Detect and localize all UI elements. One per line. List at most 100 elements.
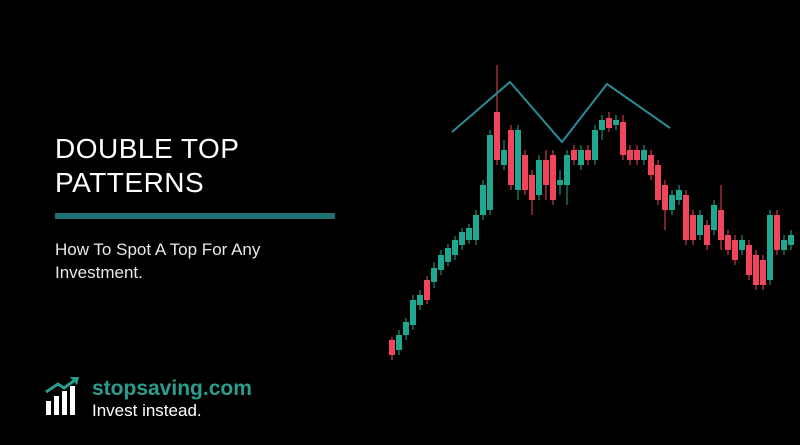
candle-body bbox=[739, 240, 745, 250]
candle-body bbox=[669, 195, 675, 210]
title: DOUBLE TOP PATTERNS bbox=[55, 132, 239, 200]
candle-body bbox=[613, 120, 619, 125]
candle-body bbox=[627, 150, 633, 160]
candle bbox=[578, 145, 584, 170]
candle-body bbox=[445, 248, 451, 262]
candle bbox=[459, 228, 465, 250]
candle-body bbox=[592, 130, 598, 160]
candle-body bbox=[536, 160, 542, 195]
candle bbox=[585, 145, 591, 165]
candle-body bbox=[452, 240, 458, 255]
candle-body bbox=[557, 180, 563, 185]
candle bbox=[641, 145, 647, 165]
candle-body bbox=[760, 260, 766, 285]
candle-body bbox=[431, 268, 437, 282]
candle bbox=[767, 210, 773, 285]
candle bbox=[620, 115, 626, 160]
candle-body bbox=[690, 215, 696, 240]
candle-body bbox=[774, 215, 780, 250]
double-top-outline bbox=[451, 80, 671, 144]
candle bbox=[606, 112, 612, 132]
title-line: PATTERNS bbox=[55, 167, 205, 198]
candle bbox=[501, 140, 507, 170]
candle-body bbox=[410, 300, 416, 325]
candle-body bbox=[466, 228, 472, 240]
candle bbox=[431, 262, 437, 288]
candle-body bbox=[718, 210, 724, 240]
candle-body bbox=[788, 235, 794, 245]
candle bbox=[424, 276, 430, 304]
candle bbox=[522, 150, 528, 195]
candle-body bbox=[599, 120, 605, 130]
candle bbox=[452, 236, 458, 260]
candle-body bbox=[564, 155, 570, 185]
candle bbox=[417, 290, 423, 310]
candle bbox=[655, 160, 661, 205]
candle bbox=[718, 185, 724, 250]
candle-body bbox=[417, 295, 423, 305]
candle bbox=[599, 115, 605, 140]
candle-body bbox=[676, 190, 682, 200]
candle-body bbox=[641, 150, 647, 160]
candle bbox=[410, 295, 416, 330]
candle bbox=[627, 145, 633, 165]
candle-body bbox=[389, 340, 395, 355]
candle-body bbox=[438, 255, 444, 270]
candle bbox=[683, 190, 689, 245]
candle bbox=[613, 115, 619, 130]
candle bbox=[711, 200, 717, 235]
candle bbox=[753, 250, 759, 290]
candle bbox=[550, 150, 556, 205]
candle-body bbox=[403, 322, 409, 335]
candle bbox=[634, 145, 640, 165]
candle-body bbox=[529, 175, 535, 200]
candle-body bbox=[585, 150, 591, 160]
candles bbox=[389, 65, 794, 360]
candle-body bbox=[620, 122, 626, 155]
candle bbox=[760, 255, 766, 290]
candle bbox=[515, 125, 521, 200]
candle bbox=[704, 220, 710, 250]
candle bbox=[494, 65, 500, 165]
candle bbox=[487, 130, 493, 215]
divider bbox=[55, 213, 335, 219]
candle-body bbox=[606, 118, 612, 128]
candle bbox=[536, 155, 542, 200]
candle-body bbox=[508, 130, 514, 185]
candle bbox=[774, 210, 780, 255]
candle-body bbox=[725, 235, 731, 250]
candle-body bbox=[515, 130, 521, 190]
candle bbox=[746, 240, 752, 280]
candle-body bbox=[459, 232, 465, 245]
candle bbox=[592, 125, 598, 165]
candle-body bbox=[396, 335, 402, 350]
candle bbox=[669, 190, 675, 215]
candle-body bbox=[683, 195, 689, 240]
subtitle: How To Spot A Top For Any Investment. bbox=[55, 240, 261, 282]
candle bbox=[557, 170, 563, 195]
candle bbox=[466, 224, 472, 244]
brand-tagline: Invest instead. bbox=[92, 401, 202, 420]
candle bbox=[508, 125, 514, 190]
candle-body bbox=[494, 112, 500, 160]
candle-body bbox=[746, 245, 752, 275]
candle-body bbox=[711, 205, 717, 230]
candle-body bbox=[753, 255, 759, 285]
candle-body bbox=[662, 185, 668, 210]
candle bbox=[739, 235, 745, 255]
candle bbox=[543, 150, 549, 200]
candle-body bbox=[522, 155, 528, 190]
title-line: DOUBLE TOP bbox=[55, 133, 240, 164]
candle bbox=[529, 170, 535, 215]
candle bbox=[788, 230, 794, 250]
candle bbox=[396, 330, 402, 355]
candle bbox=[648, 150, 654, 180]
candle bbox=[697, 210, 703, 240]
candle bbox=[571, 145, 577, 165]
candle bbox=[438, 250, 444, 275]
candle bbox=[725, 230, 731, 255]
candle-body bbox=[732, 240, 738, 260]
candle bbox=[473, 210, 479, 245]
candle-body bbox=[473, 215, 479, 240]
